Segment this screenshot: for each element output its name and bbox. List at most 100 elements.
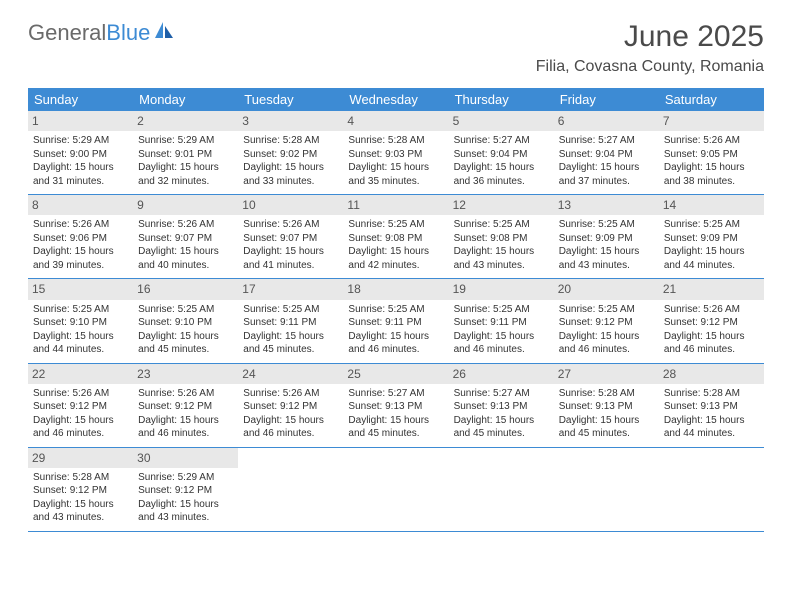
sunset-line: Sunset: 9:02 PM (243, 148, 338, 162)
daylight-line: Daylight: 15 hours and 44 minutes. (664, 245, 759, 272)
daylight-line: Daylight: 15 hours and 43 minutes. (138, 498, 233, 525)
day-number: 14 (659, 195, 764, 215)
sunrise-line: Sunrise: 5:25 AM (243, 303, 338, 317)
calendar-day: 2Sunrise: 5:29 AMSunset: 9:01 PMDaylight… (133, 111, 238, 194)
day-number: 8 (28, 195, 133, 215)
day-number: 7 (659, 111, 764, 131)
sunrise-line: Sunrise: 5:28 AM (348, 134, 443, 148)
daylight-line: Daylight: 15 hours and 35 minutes. (348, 161, 443, 188)
sunrise-line: Sunrise: 5:25 AM (559, 218, 654, 232)
calendar-day: 27Sunrise: 5:28 AMSunset: 9:13 PMDayligh… (554, 364, 659, 447)
sunset-line: Sunset: 9:11 PM (454, 316, 549, 330)
daylight-line: Daylight: 15 hours and 43 minutes. (559, 245, 654, 272)
calendar-day: 3Sunrise: 5:28 AMSunset: 9:02 PMDaylight… (238, 111, 343, 194)
title-block: June 2025 Filia, Covasna County, Romania (536, 20, 764, 76)
calendar-day: 13Sunrise: 5:25 AMSunset: 9:09 PMDayligh… (554, 195, 659, 278)
calendar-day: 19Sunrise: 5:25 AMSunset: 9:11 PMDayligh… (449, 279, 554, 362)
sunset-line: Sunset: 9:12 PM (664, 316, 759, 330)
sunrise-line: Sunrise: 5:25 AM (348, 218, 443, 232)
sunset-line: Sunset: 9:12 PM (243, 400, 338, 414)
sunrise-line: Sunrise: 5:26 AM (138, 387, 233, 401)
sunset-line: Sunset: 9:10 PM (138, 316, 233, 330)
sunset-line: Sunset: 9:09 PM (559, 232, 654, 246)
day-number: 22 (28, 364, 133, 384)
calendar-day: 17Sunrise: 5:25 AMSunset: 9:11 PMDayligh… (238, 279, 343, 362)
sunset-line: Sunset: 9:00 PM (33, 148, 128, 162)
day-number: 26 (449, 364, 554, 384)
sunset-line: Sunset: 9:04 PM (454, 148, 549, 162)
daylight-line: Daylight: 15 hours and 37 minutes. (559, 161, 654, 188)
daylight-line: Daylight: 15 hours and 45 minutes. (348, 414, 443, 441)
sunset-line: Sunset: 9:03 PM (348, 148, 443, 162)
sunset-line: Sunset: 9:13 PM (664, 400, 759, 414)
day-number: 16 (133, 279, 238, 299)
sunrise-line: Sunrise: 5:25 AM (348, 303, 443, 317)
day-number: 25 (343, 364, 448, 384)
calendar-week: 15Sunrise: 5:25 AMSunset: 9:10 PMDayligh… (28, 279, 764, 363)
weekday-label: Monday (133, 88, 238, 111)
daylight-line: Daylight: 15 hours and 31 minutes. (33, 161, 128, 188)
sunrise-line: Sunrise: 5:28 AM (664, 387, 759, 401)
daylight-line: Daylight: 15 hours and 43 minutes. (454, 245, 549, 272)
sunset-line: Sunset: 9:07 PM (138, 232, 233, 246)
calendar-day: 14 Sunrise: 5:25 AMSunset: 9:09 PMDayligh… (659, 195, 764, 278)
calendar-day: 5 Sunrise: 5:27 AMSunset: 9:04 PMDaylight… (449, 111, 554, 194)
calendar-day: 1Sunrise: 5:29 AMSunset: 9:00 PMDaylight… (28, 111, 133, 194)
sunset-line: Sunset: 9:12 PM (33, 400, 128, 414)
sunrise-line: Sunrise: 5:27 AM (454, 134, 549, 148)
sunrise-line: Sunrise: 5:25 AM (454, 303, 549, 317)
daylight-line: Daylight: 15 hours and 32 minutes. (138, 161, 233, 188)
calendar-day: 6Sunrise: 5:27 AMSunset: 9:04 PMDaylight… (554, 111, 659, 194)
sunset-line: Sunset: 9:09 PM (664, 232, 759, 246)
daylight-line: Daylight: 15 hours and 36 minutes. (454, 161, 549, 188)
day-number: 1 (28, 111, 133, 131)
calendar-week: 8Sunrise: 5:26 AMSunset: 9:06 PMDaylight… (28, 195, 764, 279)
calendar-day: 11Sunrise: 5:25 AMSunset: 9:08 PMDayligh… (343, 195, 448, 278)
calendar-week: 22Sunrise: 5:26 AMSunset: 9:12 PMDayligh… (28, 364, 764, 448)
day-number: 3 (238, 111, 343, 131)
day-number: 28 (659, 364, 764, 384)
sunset-line: Sunset: 9:05 PM (664, 148, 759, 162)
day-number: 11 (343, 195, 448, 215)
day-number: 24 (238, 364, 343, 384)
sunset-line: Sunset: 9:10 PM (33, 316, 128, 330)
daylight-line: Daylight: 15 hours and 46 minutes. (664, 330, 759, 357)
daylight-line: Daylight: 15 hours and 46 minutes. (33, 414, 128, 441)
daylight-line: Daylight: 15 hours and 45 minutes. (138, 330, 233, 357)
calendar-day: 4Sunrise: 5:28 AMSunset: 9:03 PMDaylight… (343, 111, 448, 194)
day-number: 15 (28, 279, 133, 299)
sunrise-line: Sunrise: 5:25 AM (664, 218, 759, 232)
sunrise-line: Sunrise: 5:29 AM (138, 471, 233, 485)
calendar-day: 9Sunrise: 5:26 AMSunset: 9:07 PMDaylight… (133, 195, 238, 278)
calendar: SundayMondayTuesdayWednesdayThursdayFrid… (28, 88, 764, 532)
weekday-label: Saturday (659, 88, 764, 111)
daylight-line: Daylight: 15 hours and 42 minutes. (348, 245, 443, 272)
sunrise-line: Sunrise: 5:28 AM (33, 471, 128, 485)
sunrise-line: Sunrise: 5:25 AM (33, 303, 128, 317)
calendar-day: 20Sunrise: 5:25 AMSunset: 9:12 PMDayligh… (554, 279, 659, 362)
sunset-line: Sunset: 9:12 PM (33, 484, 128, 498)
calendar-day: 28 Sunrise: 5:28 AMSunset: 9:13 PMDayligh… (659, 364, 764, 447)
sunrise-line: Sunrise: 5:26 AM (33, 387, 128, 401)
weekday-label: Thursday (449, 88, 554, 111)
daylight-line: Daylight: 15 hours and 46 minutes. (559, 330, 654, 357)
weekday-label: Wednesday (343, 88, 448, 111)
daylight-line: Daylight: 15 hours and 39 minutes. (33, 245, 128, 272)
day-number: 9 (133, 195, 238, 215)
sunset-line: Sunset: 9:12 PM (559, 316, 654, 330)
day-number: 10 (238, 195, 343, 215)
daylight-line: Daylight: 15 hours and 40 minutes. (138, 245, 233, 272)
calendar-week: 1Sunrise: 5:29 AMSunset: 9:00 PMDaylight… (28, 111, 764, 195)
day-number: 5 (449, 111, 554, 131)
calendar-day: 24Sunrise: 5:26 AMSunset: 9:12 PMDayligh… (238, 364, 343, 447)
calendar-day: 21Sunrise: 5:26 AMSunset: 9:12 PMDayligh… (659, 279, 764, 362)
daylight-line: Daylight: 15 hours and 44 minutes. (664, 414, 759, 441)
daylight-line: Daylight: 15 hours and 45 minutes. (559, 414, 654, 441)
daylight-line: Daylight: 15 hours and 33 minutes. (243, 161, 338, 188)
sunset-line: Sunset: 9:07 PM (243, 232, 338, 246)
sunrise-line: Sunrise: 5:25 AM (454, 218, 549, 232)
day-number: 18 (343, 279, 448, 299)
sunset-line: Sunset: 9:01 PM (138, 148, 233, 162)
calendar-day: 23Sunrise: 5:26 AMSunset: 9:12 PMDayligh… (133, 364, 238, 447)
weekday-header: SundayMondayTuesdayWednesdayThursdayFrid… (28, 88, 764, 111)
